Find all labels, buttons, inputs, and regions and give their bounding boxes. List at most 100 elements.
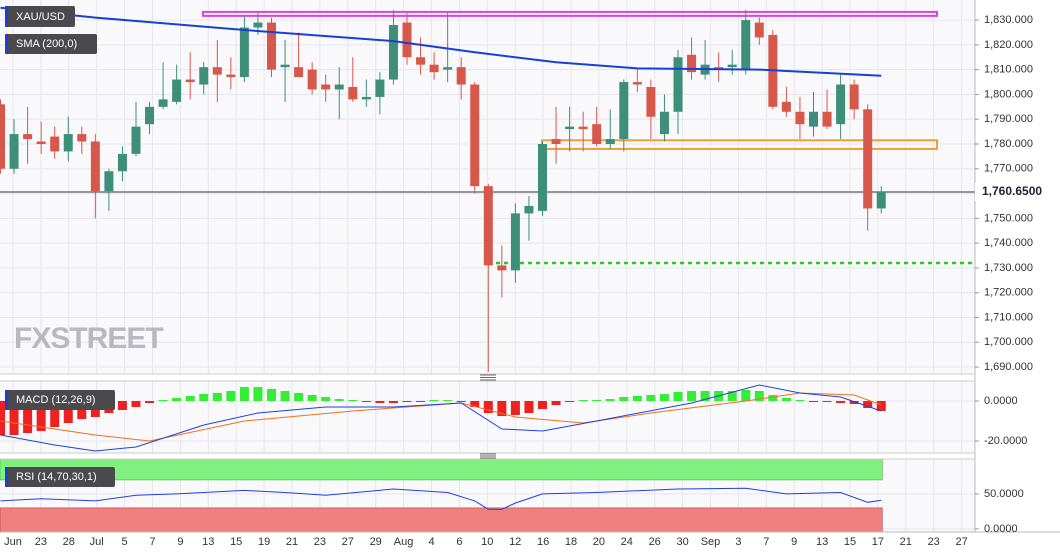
macd-bar — [429, 400, 439, 401]
candle-body — [659, 111, 669, 135]
y-tick-label: 1,800.000 — [984, 88, 1033, 100]
candle-body — [117, 153, 127, 172]
macd-line — [0, 384, 882, 452]
macd-bar — [578, 400, 588, 401]
x-tick-label: 23 — [928, 536, 940, 548]
last-price-label: 1,760.6500 — [982, 184, 1042, 198]
macd-bar — [9, 401, 19, 435]
macd-bar — [470, 401, 480, 407]
macd-bar — [185, 396, 195, 401]
macd-bar — [23, 401, 33, 433]
resize-handle[interactable] — [480, 453, 496, 459]
macd-bar — [239, 387, 249, 401]
y-tick-label: 0.0000 — [984, 523, 1018, 535]
x-tick-label: 23 — [314, 536, 326, 548]
macd-bar — [795, 400, 805, 401]
x-tick-label: Jul — [90, 536, 104, 548]
macd-bar — [348, 400, 358, 401]
y-tick-label: 1,810.000 — [984, 64, 1033, 76]
macd-bar — [145, 401, 155, 403]
candle-body — [50, 136, 60, 152]
candle-body — [510, 213, 520, 271]
macd-bar — [388, 401, 398, 403]
candle-body — [199, 67, 209, 85]
y-tick-label: 1,720.000 — [984, 287, 1033, 299]
legend-label: RSI (14,70,30,1) — [16, 471, 97, 483]
candle-body — [754, 22, 764, 38]
candle-body — [538, 143, 547, 211]
rsi-line — [0, 487, 882, 510]
macd-bar — [63, 401, 73, 423]
macd-bar — [199, 394, 209, 401]
legend-label: XAU/USD — [16, 11, 65, 23]
y-tick-label: 1,730.000 — [984, 262, 1033, 274]
candle-body — [565, 126, 575, 130]
candle-body — [307, 69, 317, 90]
candle-body — [524, 205, 534, 214]
candle-body — [402, 22, 412, 58]
candle-body — [483, 186, 493, 266]
candle-body — [375, 79, 385, 97]
x-tick-label: 3 — [735, 536, 741, 548]
y-tick-label: 1,690.000 — [984, 361, 1033, 373]
x-tick-label: Jun — [4, 536, 22, 548]
x-tick-label: 19 — [258, 536, 270, 548]
macd-bar — [131, 401, 141, 407]
candle-body — [605, 139, 615, 144]
x-tick-label: 21 — [900, 536, 912, 548]
y-tick-label: 1,750.000 — [984, 212, 1033, 224]
macd-bar — [375, 401, 385, 403]
x-tick-label: 10 — [481, 536, 493, 548]
candle-body — [497, 265, 507, 271]
sma-line — [0, 6, 882, 77]
candle-body — [551, 139, 561, 144]
candle-body — [741, 20, 751, 70]
macd-bar — [741, 390, 751, 401]
x-tick-label: 6 — [456, 536, 462, 548]
macd-bar — [0, 401, 5, 435]
candle-body — [795, 111, 805, 125]
x-tick-label: 13 — [202, 536, 214, 548]
x-tick-label: 28 — [63, 536, 75, 548]
y-tick-label: -20.0000 — [984, 435, 1027, 447]
legend-label: SMA (200,0) — [16, 38, 77, 50]
macd-bar — [538, 401, 547, 409]
candle-body — [294, 67, 304, 78]
x-tick-label: 4 — [428, 536, 434, 548]
candle-body — [646, 86, 656, 117]
macd-bar — [36, 401, 46, 431]
candle-body — [131, 126, 141, 154]
macd-bar — [158, 400, 168, 401]
resize-handle[interactable] — [480, 374, 496, 381]
candle-body — [253, 22, 263, 28]
rsi-upper-zone — [0, 458, 883, 481]
macd-bar — [822, 401, 832, 402]
candle-body — [321, 84, 331, 90]
macd-bar — [510, 401, 520, 415]
candle-body — [212, 67, 222, 75]
candle-body — [334, 84, 344, 90]
macd-bar — [280, 391, 290, 401]
candle-body — [632, 82, 642, 85]
candle-body — [348, 86, 358, 100]
legend-label: MACD (12,26,9) — [16, 394, 95, 406]
watermark: FXSTREET — [14, 322, 163, 355]
candle-body — [9, 134, 19, 169]
x-tick-label: 7 — [763, 536, 769, 548]
macd-bar — [849, 401, 859, 404]
x-tick-label: 15 — [230, 536, 242, 548]
candle-body — [456, 67, 466, 85]
x-tick-label: 24 — [621, 536, 633, 548]
legend-swatch — [5, 467, 8, 487]
x-tick-label: 15 — [844, 536, 856, 548]
x-tick-label: Sep — [701, 536, 721, 548]
x-tick-label: 9 — [791, 536, 797, 548]
candle-body — [280, 64, 290, 68]
candle-body — [578, 126, 588, 130]
macd-bar — [402, 401, 412, 402]
x-tick-label: 27 — [955, 536, 967, 548]
macd-bar — [646, 395, 656, 401]
macd-bar — [809, 401, 818, 402]
macd-bar — [226, 391, 236, 401]
candle-body — [239, 27, 249, 78]
